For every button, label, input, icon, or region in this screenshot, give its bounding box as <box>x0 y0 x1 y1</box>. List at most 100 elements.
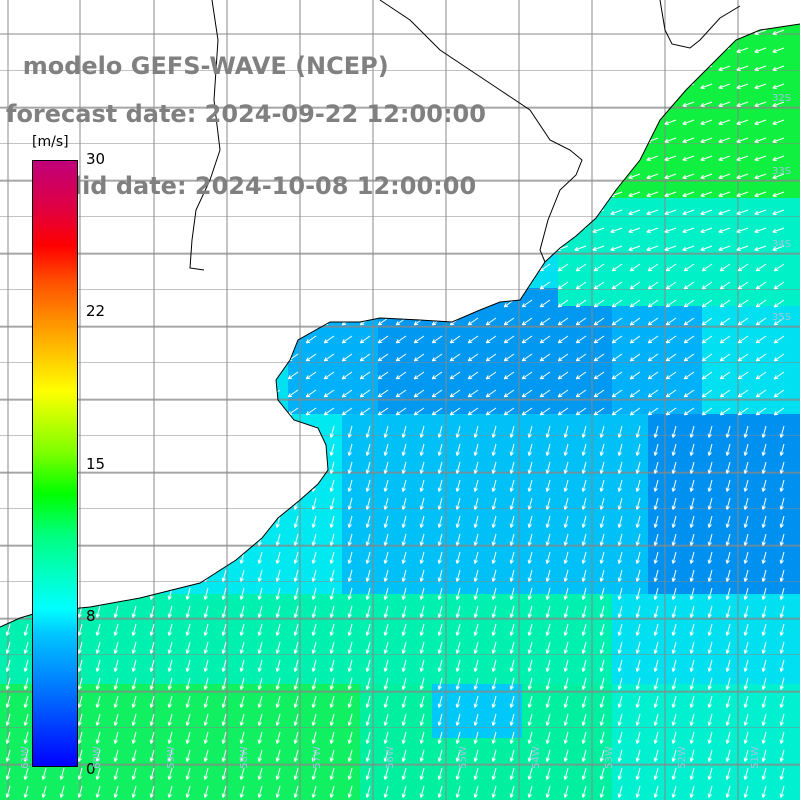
speed-cell <box>414 576 432 594</box>
wind-arrow <box>178 227 191 234</box>
wind-arrow <box>5 641 11 654</box>
wind-arrow <box>719 371 731 380</box>
wind-arrow <box>617 785 623 798</box>
wind-arrow <box>707 713 713 726</box>
speed-cell <box>216 522 234 540</box>
speed-cell <box>702 180 720 198</box>
speed-cell <box>396 306 414 324</box>
wind-arrow <box>419 641 425 654</box>
wind-arrow <box>0 371 11 380</box>
speed-cell <box>198 378 216 396</box>
speed-cell <box>378 378 396 396</box>
speed-cell <box>576 378 594 396</box>
wind-arrow <box>563 713 569 726</box>
wind-arrow <box>311 785 317 798</box>
speed-cell <box>0 738 18 756</box>
wind-arrow <box>599 785 605 798</box>
wind-arrow <box>23 443 29 456</box>
speed-cell <box>396 450 414 468</box>
wind-arrow <box>251 317 263 326</box>
wind-arrow <box>707 443 713 456</box>
wind-arrow <box>574 65 587 72</box>
wind-arrow <box>251 371 263 380</box>
wind-arrow <box>539 12 550 17</box>
wind-arrow <box>185 767 191 780</box>
wind-arrow <box>413 407 425 416</box>
wind-arrow <box>455 695 461 708</box>
speed-cell <box>270 378 288 396</box>
speed-cell <box>198 306 216 324</box>
speed-cell <box>180 450 198 468</box>
wind-arrow <box>293 785 299 798</box>
speed-cell <box>252 450 270 468</box>
wind-arrow <box>509 587 515 600</box>
wind-arrow <box>538 155 551 162</box>
wind-arrow <box>161 12 172 17</box>
wind-arrow <box>167 731 173 744</box>
wind-arrow <box>250 227 263 234</box>
wind-arrow <box>502 209 515 216</box>
speed-cell <box>558 630 576 648</box>
speed-cell <box>180 432 198 450</box>
speed-cell <box>774 450 792 468</box>
speed-cell <box>720 108 738 126</box>
wind-arrow <box>377 281 389 290</box>
speed-cell <box>126 378 144 396</box>
wind-arrow <box>377 299 389 308</box>
speed-cell <box>162 306 180 324</box>
speed-cell <box>522 216 540 234</box>
wind-arrow <box>95 443 101 456</box>
wind-arrow <box>341 299 353 308</box>
speed-cell <box>756 432 774 450</box>
wind-arrow <box>143 317 155 326</box>
speed-cell <box>360 342 378 360</box>
speed-cell <box>666 558 684 576</box>
forecast-date: forecast date: 2024-09-22 12:00:00 <box>6 100 486 128</box>
wind-arrow <box>239 641 245 654</box>
lon-label-55w: 55W <box>457 746 469 769</box>
speed-cell <box>540 594 558 612</box>
wind-arrow <box>520 209 533 216</box>
wind-arrow <box>329 731 335 744</box>
wind-arrow <box>347 587 353 600</box>
wind-arrow <box>239 623 245 636</box>
wind-arrow <box>467 371 479 380</box>
wind-arrow <box>0 263 11 272</box>
speed-cell <box>450 324 468 342</box>
speed-cell <box>306 360 324 378</box>
wind-arrow <box>197 353 209 362</box>
wind-arrow <box>455 677 461 690</box>
speed-cell <box>468 486 486 504</box>
speed-cell <box>180 306 198 324</box>
speed-cell <box>0 522 18 540</box>
wind-arrow <box>455 623 461 636</box>
wind-arrow <box>257 713 263 726</box>
speed-cell <box>774 630 792 648</box>
wind-arrow <box>95 497 101 510</box>
speed-cell <box>666 702 684 720</box>
wind-arrow <box>23 533 29 546</box>
wind-arrow <box>203 443 209 456</box>
speed-cell <box>576 486 594 504</box>
speed-cell <box>468 666 486 684</box>
wind-arrow <box>305 299 317 308</box>
wind-arrow <box>149 623 155 636</box>
wind-arrow <box>484 191 497 198</box>
speed-cell <box>702 324 720 342</box>
speed-cell <box>756 126 774 144</box>
wind-arrow <box>449 281 461 290</box>
speed-cell <box>594 720 612 738</box>
wind-arrow <box>347 569 353 582</box>
speed-cell <box>414 684 432 702</box>
speed-cell <box>576 90 594 108</box>
wind-arrow <box>323 263 335 272</box>
speed-cell <box>648 36 666 54</box>
wind-arrow <box>545 623 551 636</box>
speed-cell <box>684 522 702 540</box>
speed-cell <box>486 24 504 36</box>
wind-arrow <box>491 587 497 600</box>
wind-arrow <box>599 659 605 672</box>
speed-cell <box>126 558 144 576</box>
speed-cell <box>126 486 144 504</box>
wind-arrow <box>581 497 587 510</box>
